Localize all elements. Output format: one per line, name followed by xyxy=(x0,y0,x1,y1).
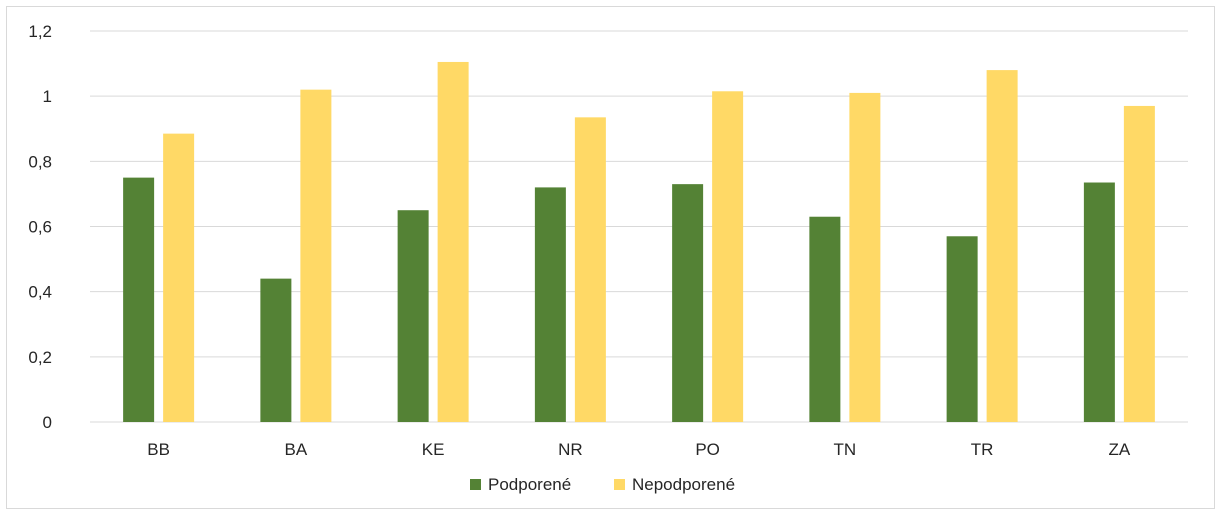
bar-podporene-za xyxy=(1084,183,1115,422)
bar-nepodporene-po xyxy=(712,91,743,422)
bar-nepodporene-za xyxy=(1124,106,1155,422)
legend-swatch xyxy=(470,479,481,490)
y-tick-label: 0,2 xyxy=(28,348,52,367)
x-tick-label: KE xyxy=(422,440,445,459)
bar-podporene-ba xyxy=(260,279,291,422)
bar-nepodporene-bb xyxy=(163,134,194,422)
x-tick-label: TR xyxy=(971,440,994,459)
x-tick-label: BB xyxy=(147,440,170,459)
bar-nepodporene-ba xyxy=(300,90,331,422)
y-tick-label: 1,2 xyxy=(28,22,52,41)
legend-swatch xyxy=(614,479,625,490)
bar-podporene-tr xyxy=(947,236,978,422)
bar-nepodporene-ke xyxy=(438,62,469,422)
bar-podporene-bb xyxy=(123,178,154,422)
y-tick-label: 1 xyxy=(43,87,52,106)
y-tick-label: 0,6 xyxy=(28,218,52,237)
legend-label: Nepodporené xyxy=(632,475,735,494)
bar-podporene-tn xyxy=(809,217,840,422)
bar-podporene-po xyxy=(672,184,703,422)
legend-label: Podporené xyxy=(488,475,571,494)
x-tick-label: PO xyxy=(695,440,720,459)
bar-podporene-ke xyxy=(398,210,429,422)
bar-podporene-nr xyxy=(535,187,566,422)
y-tick-label: 0 xyxy=(43,413,52,432)
x-tick-label: BA xyxy=(285,440,308,459)
x-tick-label: TN xyxy=(834,440,857,459)
x-tick-label: ZA xyxy=(1109,440,1131,459)
y-tick-label: 0,4 xyxy=(28,283,52,302)
y-tick-label: 0,8 xyxy=(28,152,52,171)
bar-nepodporene-tr xyxy=(987,70,1018,422)
bar-nepodporene-tn xyxy=(849,93,880,422)
bar-nepodporene-nr xyxy=(575,117,606,422)
x-tick-label: NR xyxy=(558,440,583,459)
